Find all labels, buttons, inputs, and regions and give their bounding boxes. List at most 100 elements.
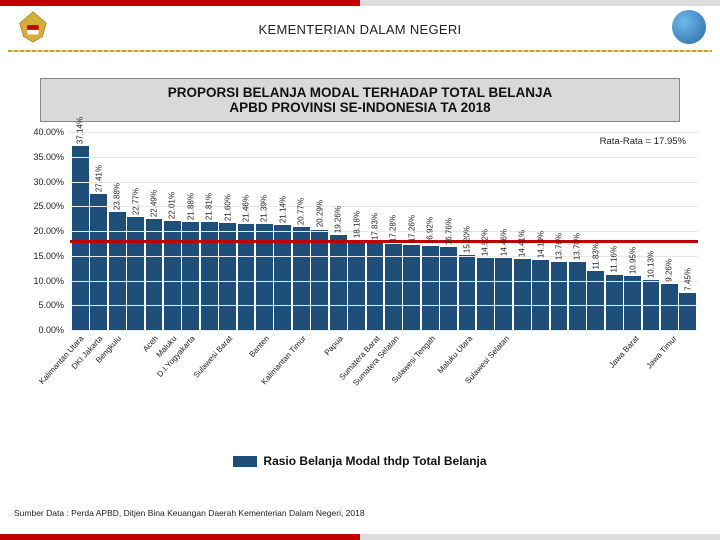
header: KEMENTERIAN DALAM NEGERI bbox=[0, 6, 720, 50]
bar-value-label: 21.88% bbox=[186, 193, 195, 220]
bar-value-label: 21.81% bbox=[205, 193, 214, 220]
bar-value-label: 10.95% bbox=[628, 247, 637, 274]
bar bbox=[606, 275, 623, 330]
bar bbox=[72, 146, 89, 330]
bar bbox=[90, 194, 107, 330]
bar bbox=[109, 212, 126, 330]
bar bbox=[422, 246, 439, 330]
y-tick-label: 5.00% bbox=[38, 300, 64, 310]
y-tick-label: 25.00% bbox=[33, 201, 64, 211]
y-tick-label: 20.00% bbox=[33, 226, 64, 236]
bar bbox=[403, 245, 420, 330]
bar bbox=[532, 260, 549, 330]
bar-value-label: 17.28% bbox=[389, 215, 398, 242]
bar-value-label: 14.46% bbox=[499, 229, 508, 256]
bar-value-label: 7.45% bbox=[683, 268, 692, 291]
bar-value-label: 22.49% bbox=[150, 190, 159, 217]
bar bbox=[146, 219, 163, 330]
grid-line bbox=[70, 132, 698, 133]
bar-value-label: 13.76% bbox=[554, 233, 563, 260]
bar-value-label: 17.83% bbox=[370, 213, 379, 240]
source-text: Sumber Data : Perda APBD, Ditjen Bina Ke… bbox=[14, 508, 365, 518]
y-tick-label: 30.00% bbox=[33, 177, 64, 187]
bar-value-label: 13.70% bbox=[573, 233, 582, 260]
bar-value-label: 10.13% bbox=[647, 251, 656, 278]
grid-line bbox=[70, 182, 698, 183]
grid-line bbox=[70, 256, 698, 257]
bar bbox=[385, 244, 402, 330]
bar-value-label: 11.83% bbox=[591, 243, 600, 270]
y-tick-label: 10.00% bbox=[33, 276, 64, 286]
bar bbox=[551, 262, 568, 330]
y-axis: 0.00%5.00%10.00%15.00%20.00%25.00%30.00%… bbox=[22, 132, 68, 330]
x-tick-label: Banten bbox=[247, 334, 271, 359]
bar bbox=[348, 240, 365, 330]
ministry-title: KEMENTERIAN DALAM NEGERI bbox=[12, 22, 708, 37]
bar bbox=[679, 293, 696, 330]
bottom-stripe bbox=[0, 534, 720, 540]
legend: Rasio Belanja Modal thdp Total Belanja bbox=[0, 454, 720, 468]
chart: Rata-Rata = 17.95% 0.00%5.00%10.00%15.00… bbox=[22, 132, 702, 394]
ministry-logo-icon bbox=[672, 10, 706, 44]
y-tick-label: 40.00% bbox=[33, 127, 64, 137]
bar-value-label: 23.88% bbox=[113, 183, 122, 210]
x-tick-label: Jawa Timur bbox=[644, 334, 678, 370]
garuda-icon bbox=[14, 8, 52, 46]
grid-line bbox=[70, 206, 698, 207]
title-line1: PROPORSI BELANJA MODAL TERHADAP TOTAL BE… bbox=[49, 85, 671, 100]
bar-value-label: 27.41% bbox=[94, 165, 103, 192]
bar bbox=[495, 258, 512, 330]
bar bbox=[624, 276, 641, 330]
bar-value-label: 20.29% bbox=[315, 200, 324, 227]
bar-value-label: 14.19% bbox=[536, 231, 545, 258]
bar-value-label: 22.77% bbox=[131, 188, 140, 215]
bar-value-label: 20.77% bbox=[297, 198, 306, 225]
bar bbox=[440, 247, 457, 330]
grid-line bbox=[70, 231, 698, 232]
y-tick-label: 35.00% bbox=[33, 152, 64, 162]
gold-divider bbox=[8, 50, 712, 52]
bar-value-label: 14.41% bbox=[518, 230, 527, 257]
bar bbox=[477, 258, 494, 330]
bar-value-label: 16.92% bbox=[426, 217, 435, 244]
bar-value-label: 22.01% bbox=[168, 192, 177, 219]
grid-line bbox=[70, 330, 698, 331]
legend-label: Rasio Belanja Modal thdp Total Belanja bbox=[263, 454, 486, 468]
bar bbox=[514, 259, 531, 330]
y-tick-label: 0.00% bbox=[38, 325, 64, 335]
bar bbox=[164, 221, 181, 330]
x-tick-label: Sulawesi Barat bbox=[191, 334, 233, 380]
bar bbox=[661, 284, 678, 330]
chart-title-box: PROPORSI BELANJA MODAL TERHADAP TOTAL BE… bbox=[40, 78, 680, 122]
bar-value-label: 21.39% bbox=[260, 195, 269, 222]
bar-value-label: 11.16% bbox=[610, 246, 619, 273]
bar-value-label: 9.26% bbox=[665, 259, 674, 282]
x-tick-label: Jawa Barat bbox=[608, 334, 641, 370]
y-tick-label: 15.00% bbox=[33, 251, 64, 261]
bar bbox=[201, 222, 218, 330]
legend-swatch bbox=[233, 456, 257, 467]
bar bbox=[182, 222, 199, 330]
plot-area: 37.14%27.41%23.88%22.77%22.49%22.01%21.8… bbox=[70, 132, 698, 330]
bar-value-label: 37.14% bbox=[76, 117, 85, 144]
title-line2: APBD PROVINSI SE-INDONESIA TA 2018 bbox=[49, 100, 671, 115]
grid-line bbox=[70, 305, 698, 306]
reference-line bbox=[70, 240, 698, 243]
x-tick-label: Maluku Utara bbox=[436, 334, 475, 375]
bar-value-label: 14.52% bbox=[481, 229, 490, 256]
bar bbox=[459, 255, 476, 330]
bar bbox=[569, 262, 586, 330]
bar-value-label: 17.26% bbox=[407, 215, 416, 242]
bar-value-label: 21.14% bbox=[278, 196, 287, 223]
bar bbox=[330, 235, 347, 330]
grid-line bbox=[70, 281, 698, 282]
bar-value-label: 16.76% bbox=[444, 218, 453, 245]
x-tick-label: Papua bbox=[323, 334, 345, 357]
bar-value-label: 21.60% bbox=[223, 194, 232, 221]
grid-line bbox=[70, 157, 698, 158]
bar-value-label: 21.46% bbox=[242, 195, 251, 222]
bar-value-label: 19.26% bbox=[334, 206, 343, 233]
bar-value-label: 18.18% bbox=[352, 211, 361, 238]
bar-value-label: 15.20% bbox=[462, 226, 471, 253]
bar bbox=[127, 217, 144, 330]
